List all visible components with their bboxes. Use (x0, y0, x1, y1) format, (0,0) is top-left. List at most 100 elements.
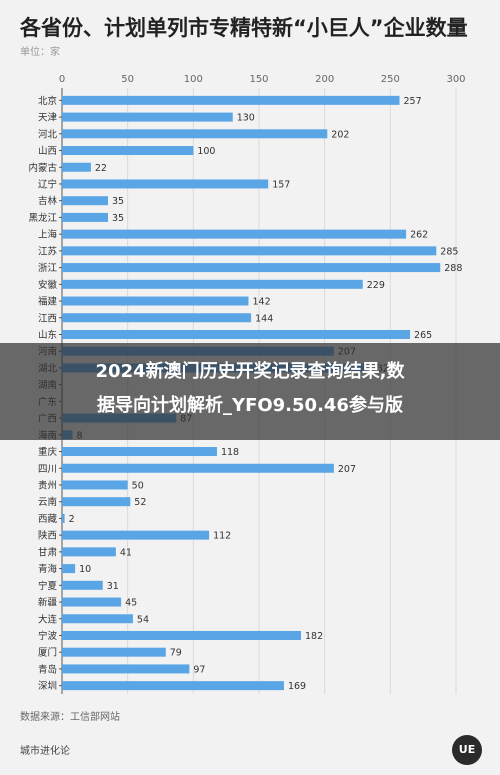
data-label: 22 (95, 163, 107, 174)
brand-name: 城市进化论 (20, 746, 70, 757)
category-label: 贵州 (38, 479, 57, 491)
category-label: 云南 (38, 496, 57, 508)
bar (62, 630, 302, 640)
bar (62, 580, 103, 590)
bar (62, 179, 269, 189)
data-label: 100 (197, 146, 215, 157)
category-label: 宁波 (38, 630, 58, 642)
x-tick-label: 200 (315, 74, 334, 85)
category-label: 江西 (38, 313, 57, 324)
bar (62, 229, 407, 239)
bar (62, 279, 363, 289)
bar (62, 296, 249, 306)
bar (62, 329, 411, 339)
x-tick-label: 50 (121, 74, 134, 85)
bar (62, 212, 108, 222)
data-label: 285 (440, 246, 458, 257)
data-label: 31 (107, 581, 119, 592)
category-label: 上海 (38, 229, 58, 241)
data-label: 202 (331, 129, 349, 140)
bar (62, 547, 116, 557)
x-tick-label: 150 (249, 74, 268, 85)
category-label: 深圳 (38, 681, 57, 692)
category-label: 天津 (38, 113, 58, 124)
category-label: 青岛 (38, 663, 57, 675)
data-label: 142 (252, 297, 270, 308)
bar (62, 530, 210, 540)
category-label: 辽宁 (38, 178, 57, 190)
category-label: 山西 (38, 146, 57, 157)
bar (62, 263, 441, 273)
x-tick-label: 300 (446, 74, 465, 85)
data-label: 118 (221, 447, 239, 458)
bar (62, 681, 284, 691)
category-label: 陕西 (38, 530, 57, 542)
category-label: 四川 (38, 464, 57, 475)
bar (62, 313, 252, 323)
data-label: 262 (410, 230, 428, 241)
data-label: 10 (79, 564, 91, 575)
overlay-banner-text: 2024新澳门历史开奖记录查询结果,数 据导向计划解析_YFO9.50.46参与… (0, 355, 500, 423)
category-label: 河北 (38, 128, 58, 140)
category-label: 江苏 (38, 245, 58, 257)
data-label: 157 (272, 179, 290, 190)
data-label: 207 (338, 464, 356, 475)
x-tick-label: 100 (184, 74, 203, 85)
bar (62, 146, 194, 156)
brand-logo: UE (452, 735, 482, 765)
data-source: 数据来源：工信部网站 (20, 712, 120, 723)
category-label: 浙江 (38, 262, 58, 274)
bar (62, 112, 233, 122)
data-label: 35 (112, 196, 124, 207)
data-label: 54 (137, 614, 149, 625)
bar (62, 614, 133, 624)
data-label: 265 (414, 330, 432, 341)
bar (62, 480, 128, 490)
category-label: 厦门 (38, 647, 57, 659)
data-label: 2 (69, 514, 75, 525)
data-label: 144 (255, 313, 273, 324)
x-tick-label: 0 (59, 74, 65, 85)
data-label: 112 (213, 531, 231, 542)
x-tick-label: 250 (381, 74, 400, 85)
data-label: 229 (367, 280, 385, 291)
category-label: 安徽 (38, 279, 58, 291)
data-label: 97 (193, 664, 205, 675)
data-label: 130 (237, 113, 255, 124)
data-label: 41 (120, 547, 132, 558)
bar (62, 513, 65, 523)
unit-label: 单位：家 (20, 47, 60, 58)
category-label: 西藏 (38, 513, 58, 525)
data-label: 182 (305, 631, 323, 642)
bar (62, 95, 400, 105)
bar (62, 647, 166, 657)
category-label: 重庆 (38, 446, 58, 458)
overlay-banner (0, 343, 500, 440)
category-label: 北京 (38, 95, 57, 107)
bar (62, 162, 91, 172)
bar (62, 463, 334, 473)
category-label: 宁夏 (38, 580, 58, 592)
category-label: 甘肃 (38, 546, 57, 558)
category-label: 内蒙古 (28, 162, 57, 174)
chart-title: 各省份、计划单列市专精特新“小巨人”企业数量 (20, 16, 468, 40)
data-label: 169 (288, 681, 306, 692)
category-label: 吉林 (38, 195, 58, 207)
bar (62, 597, 122, 607)
data-label: 35 (112, 213, 124, 224)
bar (62, 447, 217, 457)
bar (62, 129, 328, 139)
data-label: 52 (134, 497, 146, 508)
category-label: 大连 (38, 613, 58, 625)
category-label: 新疆 (38, 597, 58, 609)
category-label: 山东 (38, 329, 57, 341)
banner-line-1: 2024新澳门历史开奖记录查询结果,数 (95, 361, 405, 382)
bar (62, 664, 190, 674)
data-label: 79 (170, 648, 182, 659)
bar (62, 497, 131, 507)
category-label: 福建 (38, 296, 58, 308)
data-label: 50 (132, 480, 144, 491)
category-label: 黑龙江 (28, 212, 57, 224)
data-label: 45 (125, 598, 137, 609)
bar (62, 196, 108, 206)
